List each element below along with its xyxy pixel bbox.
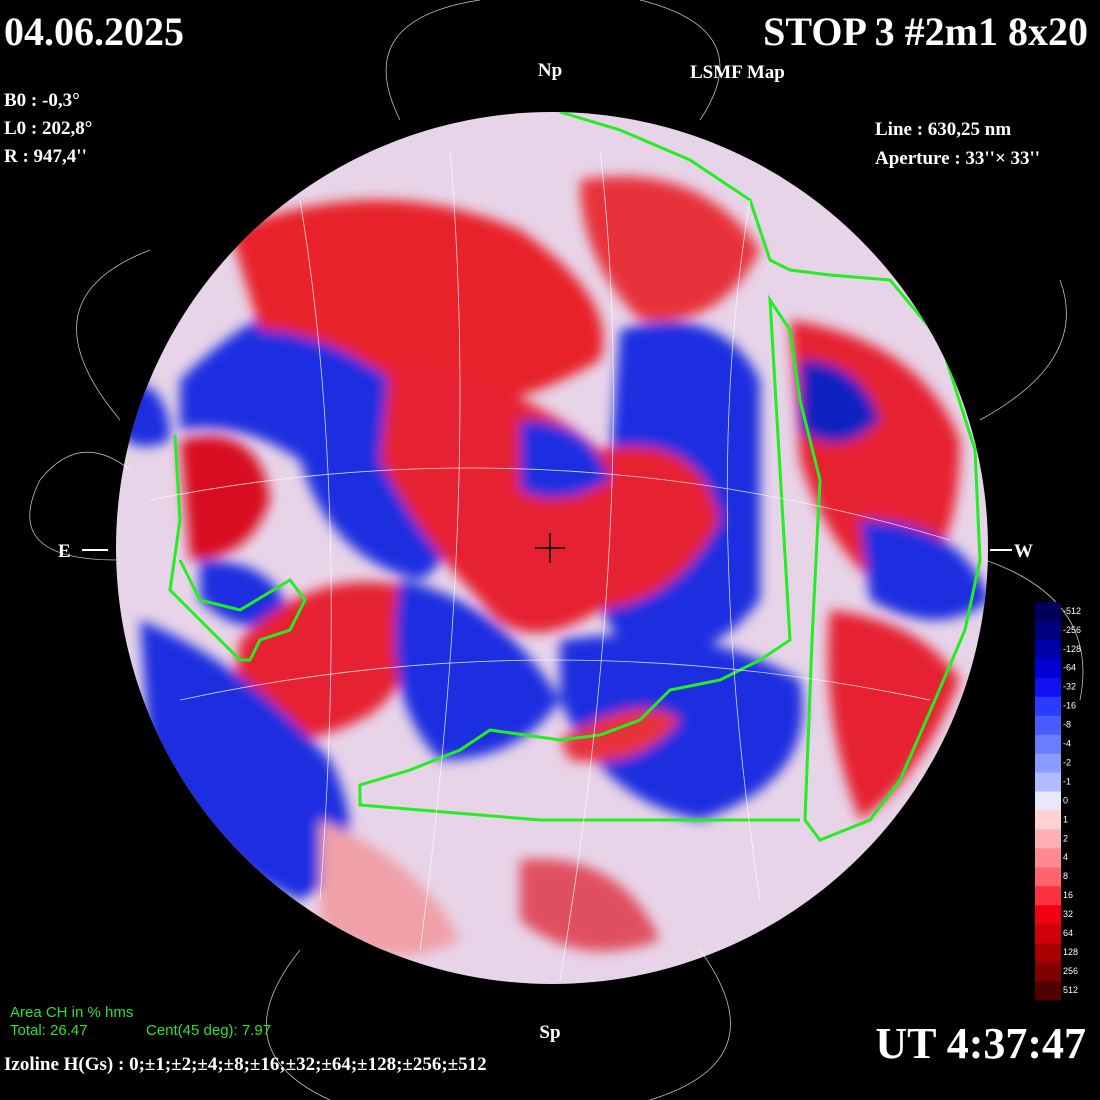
colorbar-swatch (1035, 810, 1061, 830)
colorbar-label: -64 (1063, 663, 1076, 673)
l0: L0 : 202,8° (4, 118, 92, 139)
colorbar-swatch (1035, 981, 1061, 1001)
colorbar-label: -1 (1063, 776, 1071, 786)
colorbar-swatch (1035, 829, 1061, 849)
colorbar-swatch (1035, 791, 1061, 811)
north-label: Np (538, 60, 562, 81)
radius: R : 947,4'' (4, 146, 87, 167)
colorbar-label: -256 (1063, 625, 1081, 635)
colorbar-swatch (1035, 772, 1061, 793)
colorbar-swatch (1035, 924, 1061, 944)
colorbar-label: 256 (1063, 966, 1078, 976)
izoline: Izoline H(Gs) : 0;±1;±2;±4;±8;±16;±32;±6… (4, 1054, 487, 1075)
colorbar-swatch (1035, 677, 1061, 698)
colorbar-label: 1 (1063, 814, 1068, 824)
line: Line : 630,25 nm (875, 119, 1011, 140)
south-label: Sp (539, 1022, 560, 1043)
colorbar-swatch (1035, 886, 1061, 906)
colorbar-label: 2 (1063, 833, 1068, 843)
ch-central: Cent(45 deg): 7.97 (146, 1022, 271, 1039)
map-type: LSMF Map (690, 62, 785, 83)
colorbar-swatch (1035, 715, 1061, 736)
colorbar-swatch (1035, 848, 1061, 868)
colorbar-swatch (1035, 696, 1061, 717)
colorbar-label: -8 (1063, 720, 1071, 730)
colorbar-label: -512 (1063, 606, 1081, 616)
colorbar-label: -4 (1063, 739, 1071, 749)
colorbar-swatch (1035, 753, 1061, 774)
field-lines (29, 0, 1084, 1100)
colorbar-label: 512 (1063, 985, 1078, 995)
colorbar-swatch (1035, 734, 1061, 755)
colorbar-label: 4 (1063, 852, 1068, 862)
west-label: W (1014, 541, 1033, 562)
b0: B0 : -0,3° (4, 90, 80, 111)
time: UT 4:37:47 (875, 1019, 1086, 1068)
colorbar-swatch (1035, 943, 1061, 963)
station: STOP 3 #2m1 8x20 (763, 9, 1088, 54)
colorbar-swatch (1035, 602, 1061, 622)
colorbar-label: 64 (1063, 928, 1073, 938)
aperture: Aperture : 33''× 33'' (875, 148, 1040, 169)
colorbar-label: 16 (1063, 890, 1073, 900)
colorbar-swatch (1035, 658, 1061, 679)
colorbar-label: 32 (1063, 909, 1073, 919)
colorbar-label: -32 (1063, 682, 1076, 692)
ch-title: Area CH in % hms (10, 1004, 133, 1021)
colorbar-label: 128 (1063, 947, 1078, 957)
colorbar-label: -128 (1063, 644, 1081, 654)
colorbar-swatch (1035, 962, 1061, 982)
east-label: E (58, 541, 71, 562)
colorbar-swatch (1035, 867, 1061, 887)
colorbar-label: -16 (1063, 701, 1076, 711)
colorbar-label: -2 (1063, 757, 1071, 767)
colorbar-label: 0 (1063, 795, 1068, 805)
colorbar-swatch (1035, 620, 1061, 641)
colorbar-label: 8 (1063, 871, 1068, 881)
date: 04.06.2025 (4, 9, 184, 54)
colorbar-swatch (1035, 905, 1061, 925)
colorbar: -512 -256 -128 -64 -32 -16 -8 -4 -2 -1 0 1 2 4 8 16 32 64… (1035, 602, 1081, 1001)
colorbar-swatch (1035, 639, 1061, 660)
ch-total: Total: 26.47 (10, 1022, 88, 1039)
